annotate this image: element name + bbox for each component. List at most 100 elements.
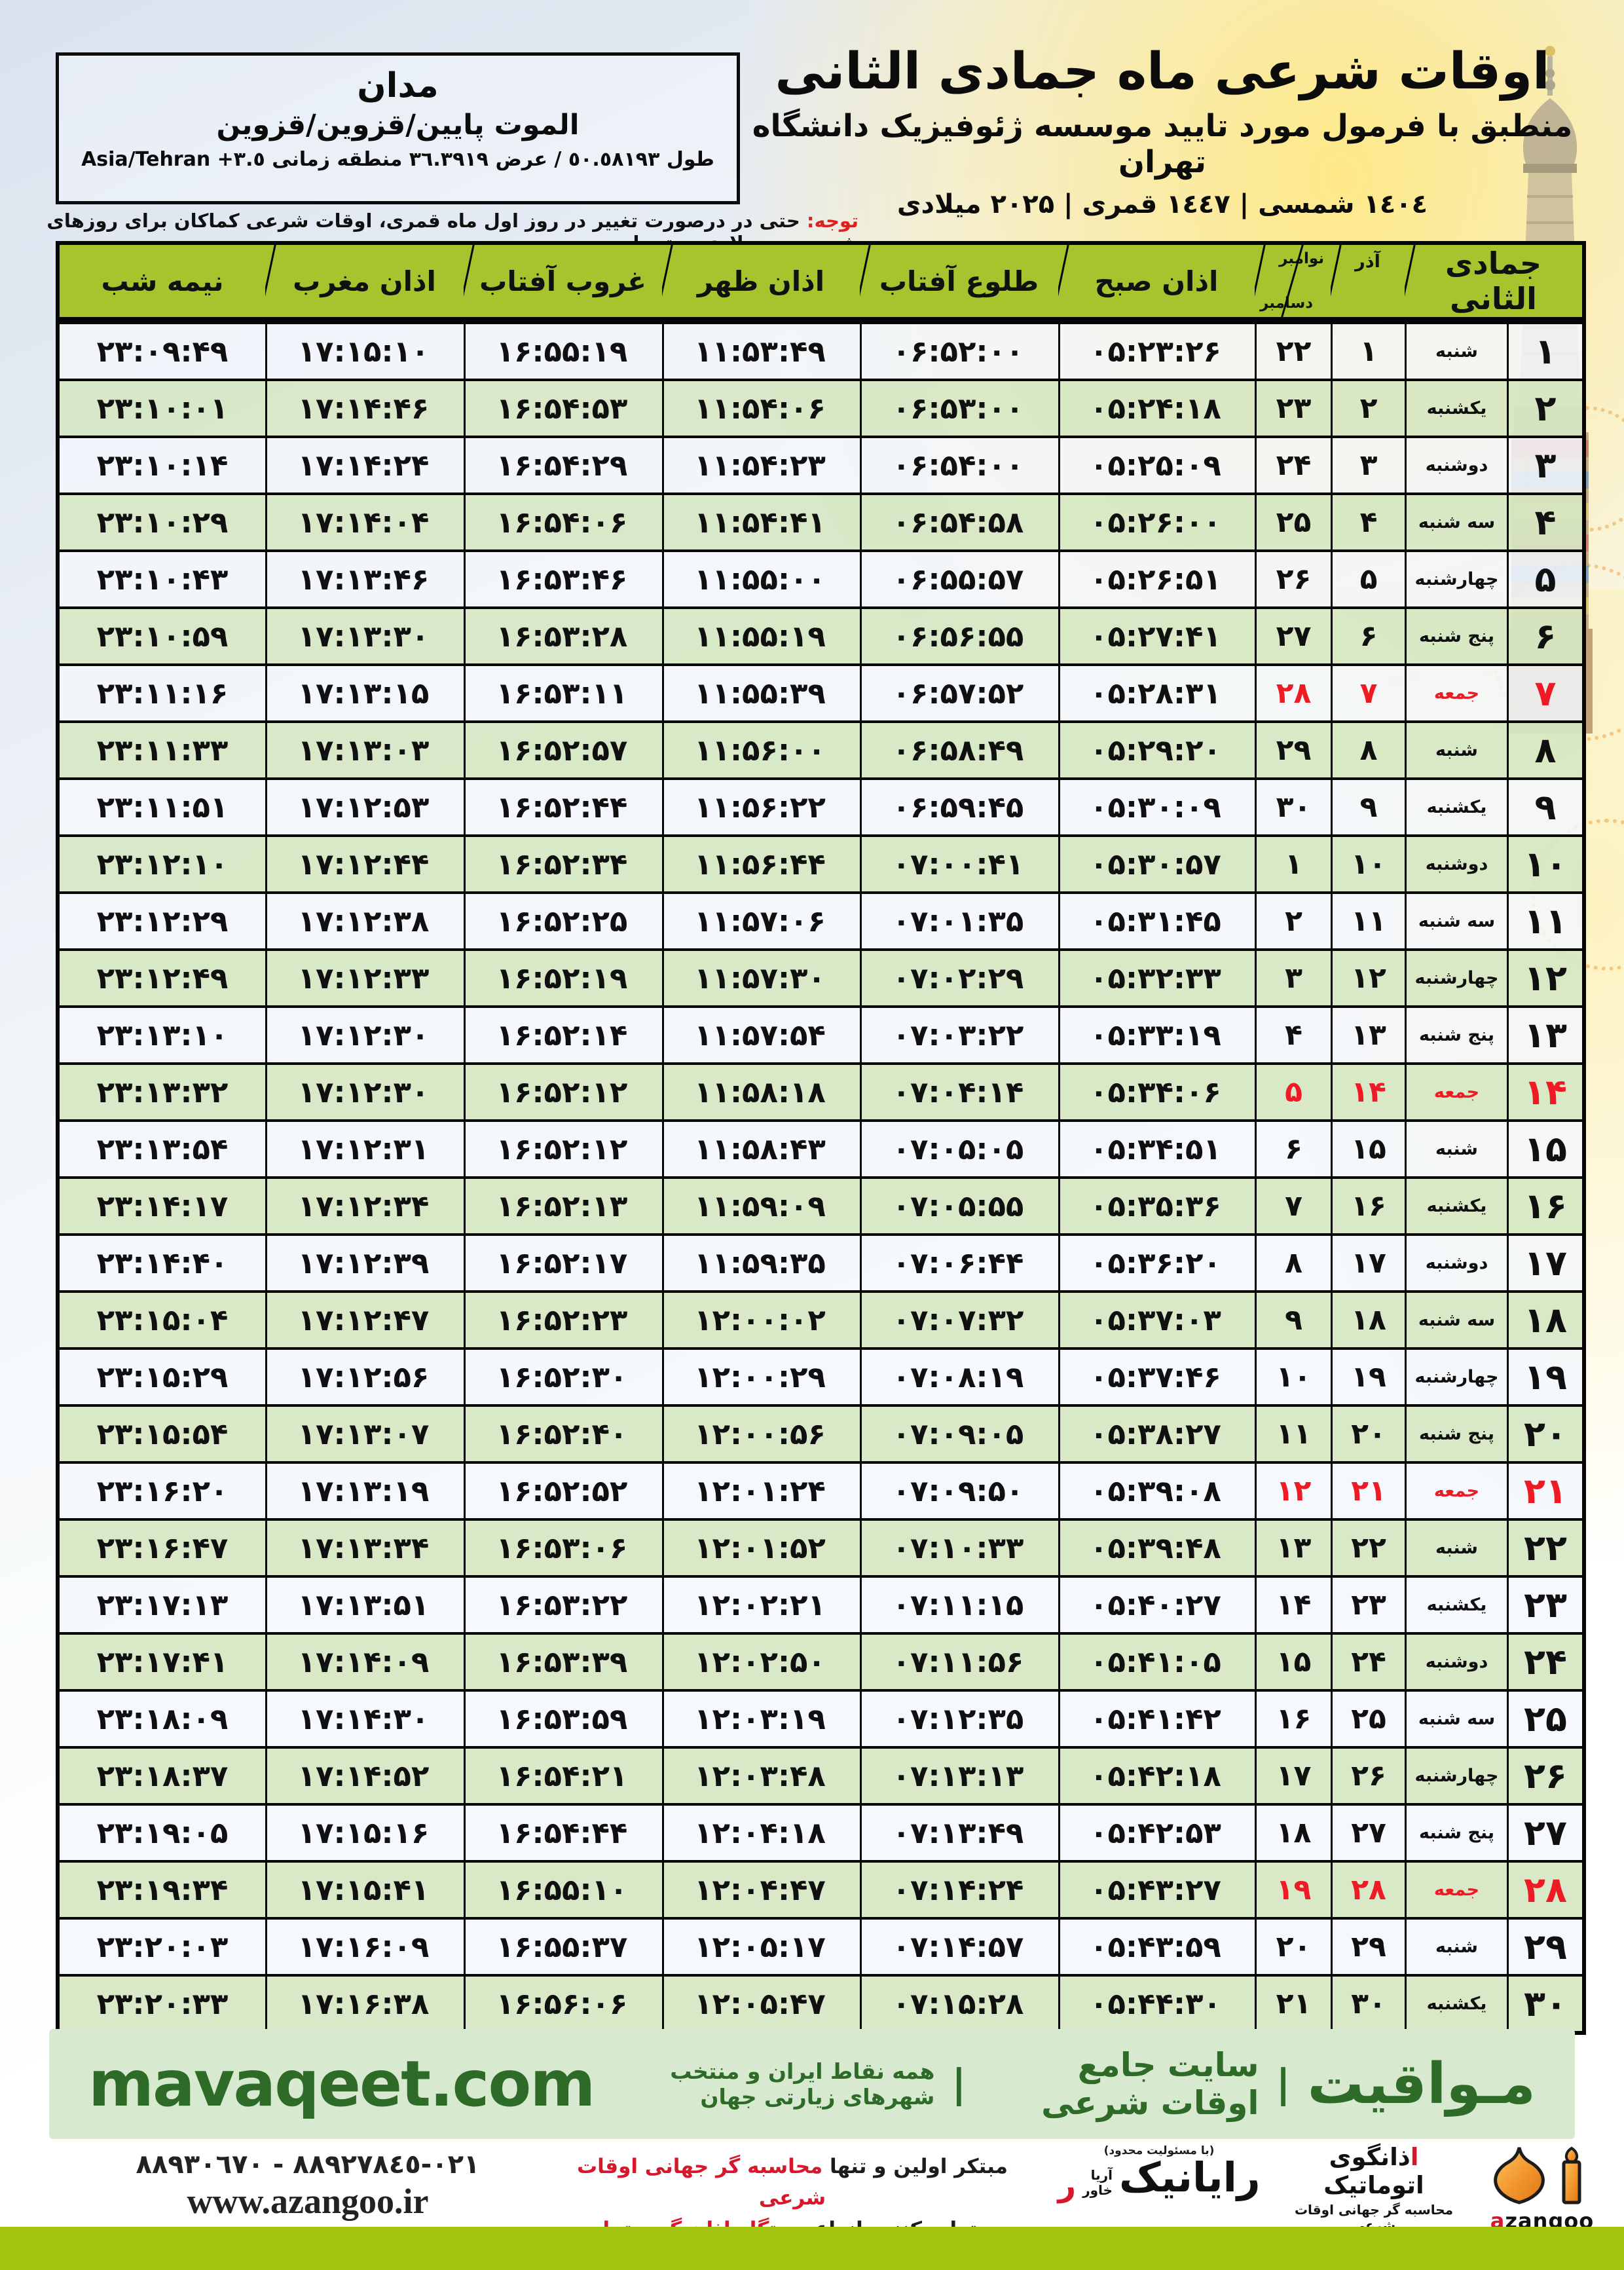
cell-sunrise-time: ۰۷:۱۴:۲۴ — [860, 1860, 1058, 1917]
rayanik-red-mark-icon: ر — [1058, 2167, 1077, 2204]
cell-azar-day: ۳۰ — [1331, 1974, 1405, 2031]
cell-fajr-time: ۰۵:۴۱:۰۵ — [1058, 1632, 1255, 1689]
cell-sunrise-time: ۰۶:۵۹:۴۵ — [860, 777, 1058, 834]
cell-weekday: شنبه — [1405, 322, 1507, 379]
location-timezone: Asia/Tehran +٣.٥ — [81, 147, 265, 171]
divider: | — [1276, 2061, 1291, 2107]
table-row: ۱۹ چهارشنبه ۱۹ ۱۰ ۰۵:۳۷:۴۶ ۰۷:۰۸:۱۹ ۱۲:۰… — [60, 1347, 1583, 1404]
cell-azar-day: ۸ — [1331, 720, 1405, 777]
cell-novdec-day: ۱۰ — [1255, 1347, 1331, 1404]
cell-weekday: شنبه — [1405, 1518, 1507, 1575]
cell-maghrib-time: ۱۷:۱۳:۵۱ — [265, 1575, 464, 1632]
mavaqeet-tagline-2: همه نقاط ایران و منتخب شهرهای زیارتی جها… — [670, 2058, 935, 2110]
divider: | — [951, 2061, 967, 2107]
col-header-november: نوامبر — [1279, 250, 1324, 267]
cell-azar-day: ۲۶ — [1331, 1746, 1405, 1803]
cell-fajr-time: ۰۵:۳۷:۴۶ — [1058, 1347, 1255, 1404]
cell-fajr-time: ۰۵:۳۲:۳۳ — [1058, 948, 1255, 1005]
col-header-sunrise: طلوع آفتاب — [860, 245, 1058, 322]
cell-sunrise-time: ۰۷:۰۰:۴۱ — [860, 834, 1058, 891]
cell-weekday: دوشنبه — [1405, 1233, 1507, 1290]
cell-fajr-time: ۰۵:۳۷:۰۳ — [1058, 1290, 1255, 1347]
table-row: ۱۶ یکشنبه ۱۶ ۷ ۰۵:۳۵:۳۶ ۰۷:۰۵:۵۵ ۱۱:۵۹:۰… — [60, 1176, 1583, 1233]
cell-azar-day: ۲۱ — [1331, 1461, 1405, 1518]
cell-sunset-time: ۱۶:۵۴:۰۶ — [464, 493, 662, 549]
cell-sunrise-time: ۰۷:۰۸:۱۹ — [860, 1347, 1058, 1404]
cell-midnight-time: ۲۳:۱۹:۰۵ — [60, 1803, 265, 1860]
cell-sunset-time: ۱۶:۵۲:۱۹ — [464, 948, 662, 1005]
cell-dhuhr-time: ۱۱:۵۷:۳۰ — [662, 948, 860, 1005]
cell-weekday: شنبه — [1405, 720, 1507, 777]
cell-sunrise-time: ۰۷:۰۶:۴۴ — [860, 1233, 1058, 1290]
cell-dhuhr-time: ۱۱:۵۸:۴۳ — [662, 1119, 860, 1176]
mosque-dome-icon — [1494, 2146, 1581, 2205]
cell-midnight-time: ۲۳:۱۸:۰۹ — [60, 1689, 265, 1746]
cell-sunrise-time: ۰۷:۰۵:۵۵ — [860, 1176, 1058, 1233]
cell-midnight-time: ۲۳:۱۲:۴۹ — [60, 948, 265, 1005]
cell-novdec-day: ۱۲ — [1255, 1461, 1331, 1518]
cell-novdec-day: ۲۵ — [1255, 493, 1331, 549]
azangoo-en-red-letter: a — [1490, 2208, 1505, 2233]
cell-sunrise-time: ۰۷:۱۳:۴۹ — [860, 1803, 1058, 1860]
cell-dhuhr-time: ۱۱:۵۶:۲۲ — [662, 777, 860, 834]
col-header-novdec: نوامبر دسامبر — [1255, 242, 1331, 322]
cell-sunrise-time: ۰۷:۰۷:۳۲ — [860, 1290, 1058, 1347]
cell-novdec-day: ۷ — [1255, 1176, 1331, 1233]
cell-azar-day: ۱۴ — [1331, 1062, 1405, 1119]
cell-maghrib-time: ۱۷:۱۲:۳۰ — [265, 1005, 464, 1062]
cell-sunset-time: ۱۶:۵۲:۴۴ — [464, 777, 662, 834]
cell-sunrise-time: ۰۶:۵۸:۴۹ — [860, 720, 1058, 777]
cell-midnight-time: ۲۳:۱۷:۱۳ — [60, 1575, 265, 1632]
cell-novdec-day: ۶ — [1255, 1119, 1331, 1176]
cell-jumada-day: ۲۴ — [1507, 1632, 1583, 1689]
bottom-footer: ٠٢١-٨٨٩٢٧٨٤٥ - ٨٨٩٣٠٦٧٠ www.azangoo.ir م… — [0, 2139, 1624, 2270]
cell-dhuhr-time: ۱۱:۵۹:۳۵ — [662, 1233, 860, 1290]
cell-fajr-time: ۰۵:۴۲:۱۸ — [1058, 1746, 1255, 1803]
cell-fajr-time: ۰۵:۴۰:۲۷ — [1058, 1575, 1255, 1632]
azangoo-fa-block: اذانگوی اتوماتیک محاسبه گر جهانی اوقات ش… — [1277, 2143, 1471, 2233]
lime-bottom-bar — [0, 2227, 1624, 2270]
cell-weekday: دوشنبه — [1405, 834, 1507, 891]
cell-fajr-time: ۰۵:۲۴:۱۸ — [1058, 379, 1255, 436]
cell-sunset-time: ۱۶:۵۲:۱۲ — [464, 1062, 662, 1119]
cell-dhuhr-time: ۱۲:۰۲:۵۰ — [662, 1632, 860, 1689]
cell-maghrib-time: ۱۷:۱۶:۰۹ — [265, 1917, 464, 1974]
cell-jumada-day: ۱۵ — [1507, 1119, 1583, 1176]
table-row: ۱۰ دوشنبه ۱۰ ۱ ۰۵:۳۰:۵۷ ۰۷:۰۰:۴۱ ۱۱:۵۶:۴… — [60, 834, 1583, 891]
table-header-row: جمادی الثانی آذر نوامبر دسامبر اذان صبح … — [60, 242, 1583, 322]
phone-numbers: ٠٢١-٨٨٩٢٧٨٤٥ - ٨٨٩٣٠٦٧٠ — [136, 2149, 480, 2180]
cell-midnight-time: ۲۳:۱۰:۴۳ — [60, 549, 265, 606]
cell-jumada-day: ۲۲ — [1507, 1518, 1583, 1575]
prayer-table-body: ۱ شنبه ۱ ۲۲ ۰۵:۲۳:۲۶ ۰۶:۵۲:۰۰ ۱۱:۵۳:۴۹ ۱… — [60, 322, 1583, 2031]
cell-sunset-time: ۱۶:۵۵:۱۹ — [464, 322, 662, 379]
cell-azar-day: ۱۵ — [1331, 1119, 1405, 1176]
cell-azar-day: ۷ — [1331, 663, 1405, 720]
cell-midnight-time: ۲۳:۱۴:۴۰ — [60, 1233, 265, 1290]
cell-maghrib-time: ۱۷:۱۳:۰۳ — [265, 720, 464, 777]
location-box: مدان الموت پایین/قزوین/قزوین طول ٥٠.٥٨١٩… — [56, 52, 740, 204]
cell-jumada-day: ۹ — [1507, 777, 1583, 834]
location-region: الموت پایین/قزوین/قزوین — [216, 109, 580, 141]
notice-label: توجه: — [806, 210, 858, 232]
cell-maghrib-time: ۱۷:۱۶:۳۸ — [265, 1974, 464, 2031]
cell-dhuhr-time: ۱۱:۵۳:۴۹ — [662, 322, 860, 379]
cell-novdec-day: ۱۸ — [1255, 1803, 1331, 1860]
cell-novdec-day: ۲ — [1255, 891, 1331, 948]
cell-jumada-day: ۵ — [1507, 549, 1583, 606]
cell-dhuhr-time: ۱۲:۰۰:۲۹ — [662, 1347, 860, 1404]
cell-dhuhr-time: ۱۲:۰۳:۴۸ — [662, 1746, 860, 1803]
cell-azar-day: ۱۸ — [1331, 1290, 1405, 1347]
location-coordinates: طول ٥٠.٥٨١٩٣ / عرض ٣٦.٣٩١٩ منطقه زمانی A… — [59, 148, 737, 171]
cell-novdec-day: ۲۹ — [1255, 720, 1331, 777]
cell-fajr-time: ۰۵:۴۴:۳۰ — [1058, 1974, 1255, 2031]
cell-maghrib-time: ۱۷:۱۲:۳۸ — [265, 891, 464, 948]
cell-jumada-day: ۱۱ — [1507, 891, 1583, 948]
table-row: ۲۷ پنج شنبه ۲۷ ۱۸ ۰۵:۴۲:۵۳ ۰۷:۱۳:۴۹ ۱۲:۰… — [60, 1803, 1583, 1860]
table-row: ۷ جمعه ۷ ۲۸ ۰۵:۲۸:۳۱ ۰۶:۵۷:۵۲ ۱۱:۵۵:۳۹ ۱… — [60, 663, 1583, 720]
cell-weekday: یکشنبه — [1405, 777, 1507, 834]
cell-sunset-time: ۱۶:۵۵:۱۰ — [464, 1860, 662, 1917]
cell-maghrib-time: ۱۷:۱۲:۳۳ — [265, 948, 464, 1005]
cell-weekday: یکشنبه — [1405, 1176, 1507, 1233]
col-header-fajr: اذان صبح — [1058, 245, 1255, 322]
cell-novdec-day: ۱۴ — [1255, 1575, 1331, 1632]
